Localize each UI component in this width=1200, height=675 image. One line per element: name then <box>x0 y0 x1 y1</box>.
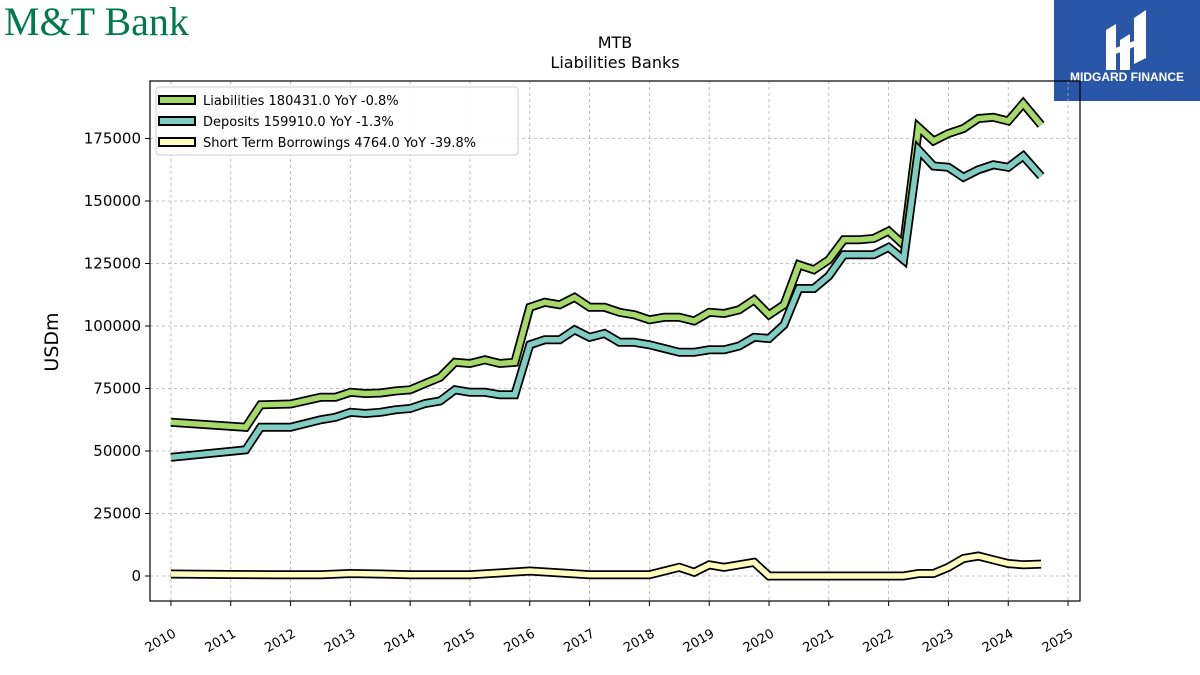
legend-label-0: Liabilities 180431.0 YoY -0.8% <box>203 94 399 109</box>
series-layer <box>170 96 1045 581</box>
x-tick-label: 2017 <box>561 626 597 656</box>
midgard-finance-logo: MIDGARD FINANCE <box>1054 0 1200 101</box>
x-tick-label: 2021 <box>801 626 837 656</box>
y-tick-label: 125000 <box>84 255 141 273</box>
mt-bank-logo-text: M&T Bank <box>4 0 189 42</box>
midgard-logo-text: MIDGARD FINANCE <box>1070 70 1184 84</box>
x-tick-label: 2022 <box>860 626 896 656</box>
chart-subtitle: Liabilities Banks <box>550 53 679 72</box>
plot-frame <box>149 80 1081 602</box>
x-axis: 2010 2011 2012 2013 2014 2015 2016 2017 2018 2019… <box>143 601 1076 656</box>
x-tick-label: 2015 <box>442 626 478 656</box>
x-tick-label: 2023 <box>920 626 956 656</box>
y-axis: 0 25000 50000 75000 100000 125000 150000 175000 <box>84 130 150 585</box>
y-tick-label: 50000 <box>93 442 141 460</box>
mt-bank-logo: M&T Bank <box>4 0 189 42</box>
y-tick-label: 150000 <box>84 192 141 210</box>
legend-box <box>155 86 519 156</box>
x-tick-label: 2013 <box>322 626 358 656</box>
y-tick-label: 175000 <box>84 130 141 148</box>
series-line-2 <box>170 553 1042 579</box>
x-tick-label: 2012 <box>262 626 298 656</box>
y-tick-label: 0 <box>131 567 141 585</box>
chart-legend: Liabilities 180431.0 YoY -0.8% Deposits 1… <box>155 86 519 156</box>
x-tick-label: 2019 <box>681 626 717 656</box>
y-axis-label: USDm <box>41 312 63 371</box>
x-tick-label: 2025 <box>1040 626 1076 656</box>
x-tick-label: 2010 <box>143 626 179 656</box>
x-tick-label: 2014 <box>382 626 418 656</box>
series-line-1 <box>170 143 1044 461</box>
x-tick-label: 2011 <box>203 626 239 656</box>
x-tick-label: 2024 <box>980 626 1016 656</box>
x-tick-label: 2018 <box>621 626 657 656</box>
y-tick-label: 25000 <box>93 505 141 523</box>
y-tick-label: 75000 <box>93 380 141 398</box>
x-tick-label: 2016 <box>502 626 538 656</box>
legend-swatch-1 <box>158 116 196 126</box>
legend-label-1: Deposits 159910.0 YoY -1.3% <box>203 115 394 130</box>
legend-label-2: Short Term Borrowings 4764.0 YoY -39.8% <box>203 136 476 151</box>
legend-swatch-2 <box>158 137 196 147</box>
y-tick-label: 100000 <box>84 317 141 335</box>
x-tick-label: 2020 <box>741 626 777 656</box>
midgard-emblem-icon <box>1106 10 1146 70</box>
legend-swatch-0 <box>158 95 196 105</box>
chart-title: MTB <box>598 33 633 52</box>
